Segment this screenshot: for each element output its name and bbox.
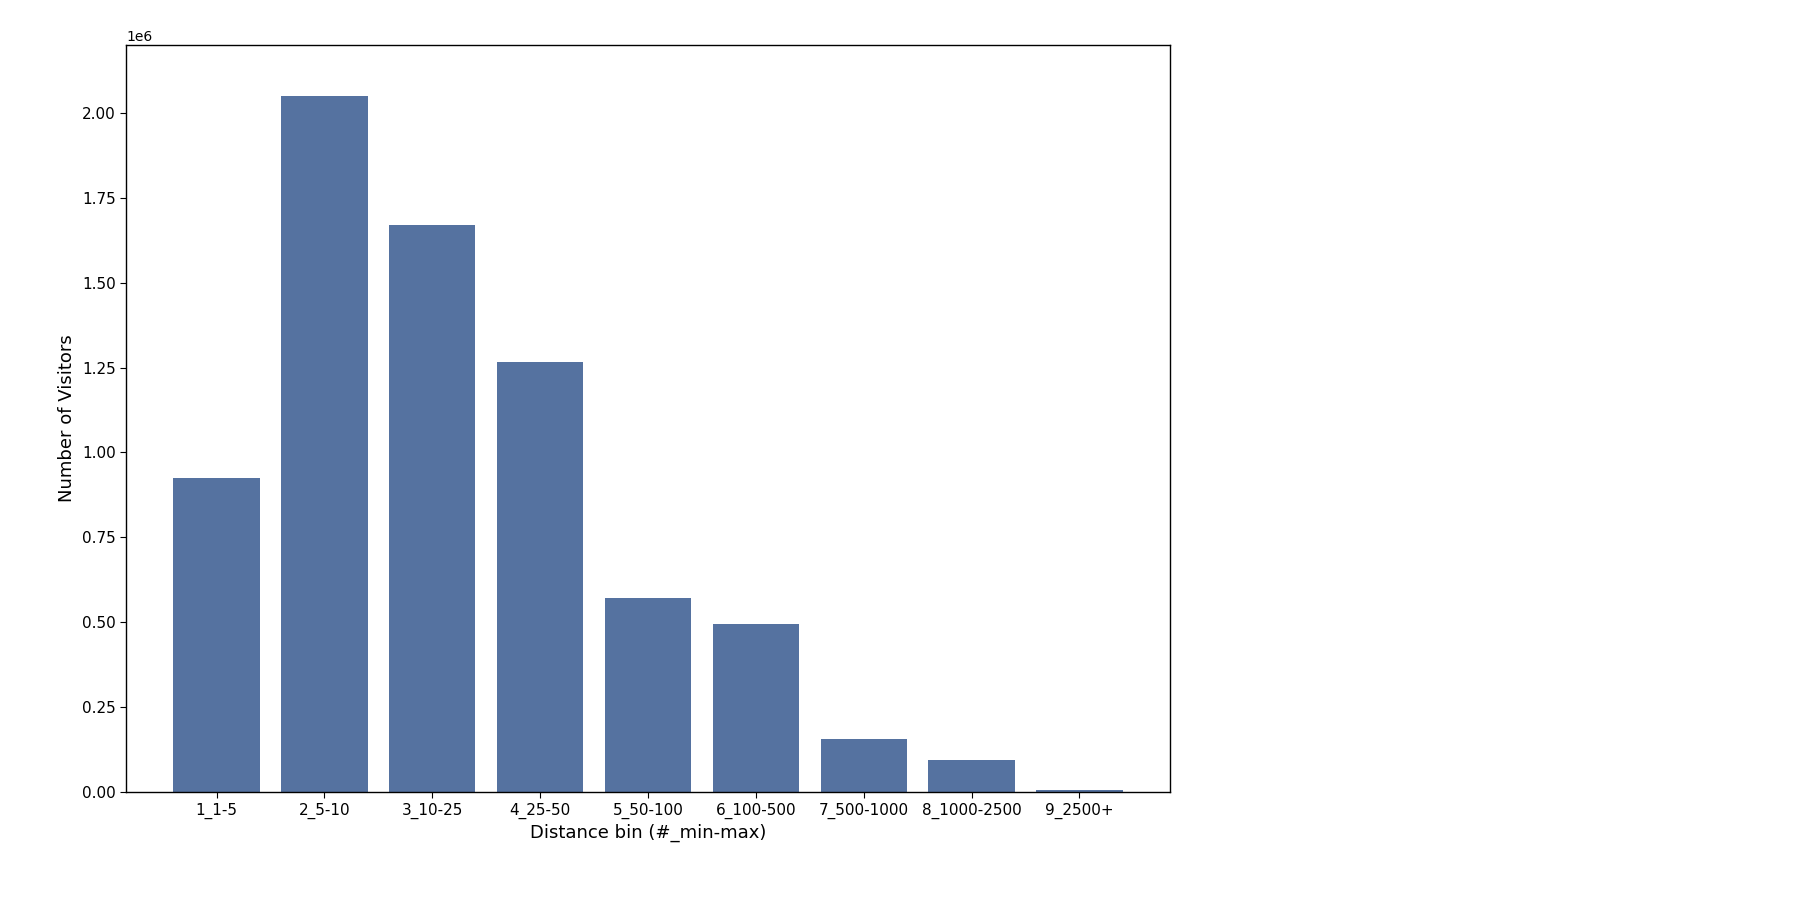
Bar bbox=[929, 760, 1015, 792]
Bar bbox=[173, 478, 259, 792]
Bar bbox=[281, 96, 367, 792]
Y-axis label: Number of Visitors: Number of Visitors bbox=[58, 335, 76, 502]
Bar bbox=[1037, 790, 1123, 792]
Bar bbox=[605, 598, 691, 792]
Bar bbox=[497, 363, 583, 792]
Bar bbox=[389, 225, 475, 792]
X-axis label: Distance bin (#_min-max): Distance bin (#_min-max) bbox=[529, 824, 767, 842]
Bar bbox=[821, 740, 907, 792]
Bar bbox=[713, 624, 799, 792]
